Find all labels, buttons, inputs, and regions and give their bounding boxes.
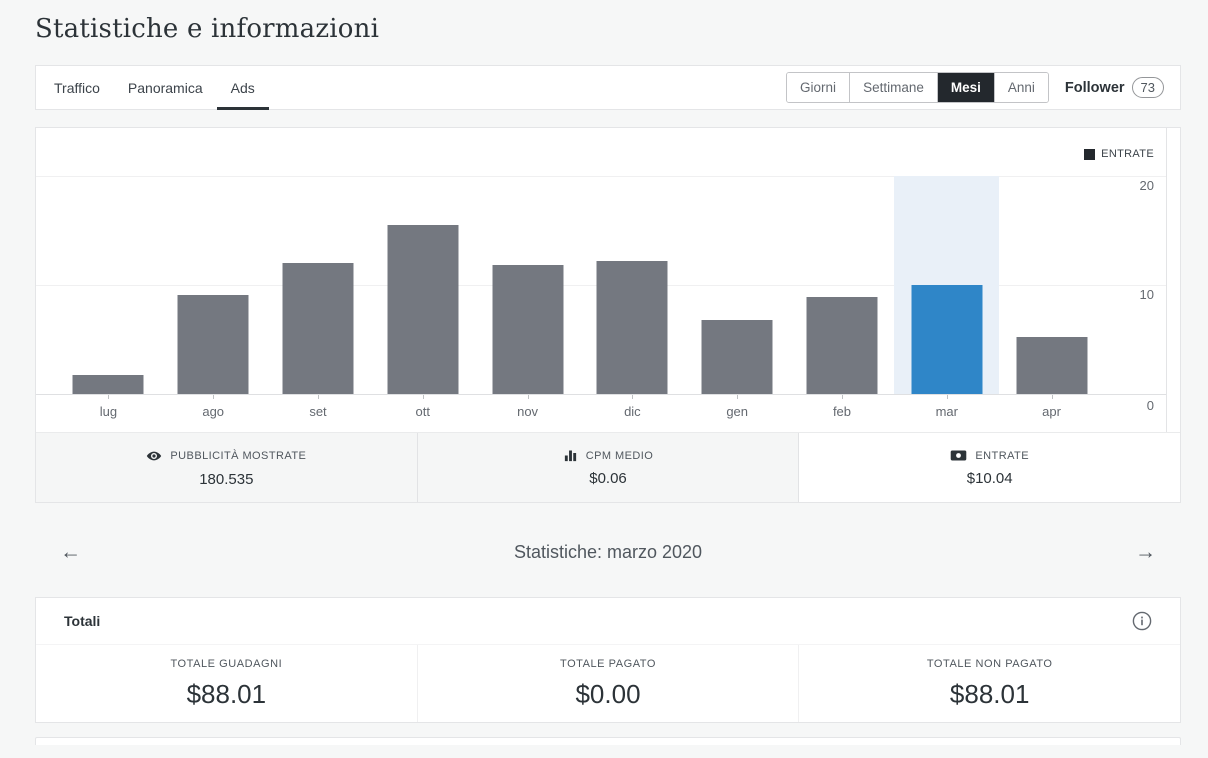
chart-slot-ott [370, 176, 475, 394]
chart-slot-ago [161, 176, 266, 394]
bar-lug[interactable] [72, 375, 144, 394]
period-button-mesi[interactable]: Mesi [936, 73, 994, 102]
chart-slot-feb [790, 176, 895, 394]
y-tick-20: 20 [1139, 178, 1154, 193]
chart-slot-nov [475, 176, 580, 394]
tab-ads[interactable]: Ads [216, 66, 269, 110]
chart-bands [56, 176, 1104, 394]
y-tick-0: 0 [1146, 398, 1154, 413]
total-value: $0.00 [575, 678, 641, 709]
chart-slot-gen [685, 176, 790, 394]
x-axis: lug ago set ott nov dic gen feb mar apr [56, 395, 1104, 419]
period-button-settimane[interactable]: Settimane [849, 73, 937, 102]
total-value: $88.01 [949, 678, 1030, 709]
x-label-apr: apr [999, 395, 1104, 419]
chart-slot-apr [999, 176, 1104, 394]
x-label-ott: ott [370, 395, 475, 419]
bar-mar[interactable] [911, 284, 983, 394]
chart-slot-mar [894, 176, 1000, 394]
legend-swatch-icon [1084, 148, 1096, 160]
chart-slot-set [266, 176, 371, 394]
tab-panoramica[interactable]: Panoramica [114, 66, 217, 109]
total-cell-totale-guadagni: TOTALE GUADAGNI $88.01 [36, 645, 417, 722]
gridline-20 [36, 176, 1166, 177]
info-icon[interactable] [1132, 611, 1152, 631]
follower-count-badge: 73 [1131, 77, 1164, 98]
total-cell-totale-pagato: TOTALE PAGATO $0.00 [416, 645, 799, 722]
tab-bar-controls: Giorni Settimane Mesi Anni Follower 73 [786, 72, 1164, 103]
period-button-giorni[interactable]: Giorni [787, 73, 850, 102]
previous-period-arrow-icon[interactable]: ← [60, 540, 81, 564]
metric-tab-cpm-medio[interactable]: CPM MEDIO $0.06 [417, 433, 800, 502]
bar-gen[interactable] [701, 319, 773, 394]
chart-card: ENTRATE 20 10 0 lug ago set ott nov dic gen feb ma… [35, 127, 1181, 503]
chart-slot-lug [56, 176, 161, 394]
period-button-anni[interactable]: Anni [993, 73, 1048, 102]
banknote-icon [950, 448, 967, 463]
totals-card: Totali TOTALE GUADAGNI $88.01 TOTALE PAGAT… [35, 597, 1181, 723]
stats-tabs: Traffico Panoramica Ads [36, 66, 269, 110]
totals-header: Totali [36, 598, 1180, 644]
metric-tab-entrate[interactable]: ENTRATE $10.04 [799, 433, 1181, 502]
bar-nov[interactable] [492, 265, 564, 394]
bar-chart-plot: 20 10 0 [36, 176, 1166, 413]
metric-tab-label: CPM MEDIO [585, 449, 654, 462]
follower-label: Follower [1064, 79, 1125, 96]
interval-switcher: Giorni Settimane Mesi Anni [786, 72, 1049, 103]
total-label: TOTALE NON PAGATO [926, 657, 1053, 670]
metric-tab-value: $0.06 [589, 470, 627, 487]
x-label-ago: ago [161, 395, 266, 419]
chart-metric-tabs: PUBBLICITÀ MOSTRATE 180.535 CPM MEDIO $0.06… [36, 432, 1181, 502]
metric-tab-label: ENTRATE [975, 449, 1029, 462]
metric-tab-value: $10.04 [966, 470, 1013, 487]
bar-ago[interactable] [177, 294, 249, 394]
metric-tab-label-row: CPM MEDIO [563, 448, 654, 463]
totals-heading: Totali [64, 613, 101, 629]
x-label-mar: mar [894, 395, 999, 419]
x-label-lug: lug [56, 395, 161, 419]
eye-icon [146, 448, 162, 464]
metric-tab-value: 180.535 [199, 470, 254, 488]
x-label-set: set [266, 395, 371, 419]
period-navigation: ← Statistiche: marzo 2020 → [35, 527, 1181, 577]
bar-apr[interactable] [1016, 337, 1088, 394]
x-label-nov: nov [475, 395, 580, 419]
total-label: TOTALE PAGATO [560, 657, 656, 670]
total-label: TOTALE GUADAGNI [170, 657, 283, 670]
legend-label: ENTRATE [1101, 148, 1154, 160]
metric-tab-label-row: ENTRATE [950, 448, 1029, 463]
metric-tab-label: PUBBLICITÀ MOSTRATE [170, 449, 307, 462]
tab-traffico[interactable]: Traffico [40, 66, 114, 109]
x-label-dic: dic [580, 395, 685, 419]
next-period-arrow-icon[interactable]: → [1135, 540, 1156, 564]
x-label-gen: gen [685, 395, 790, 419]
bar-ott[interactable] [387, 225, 459, 394]
next-card-edge [35, 737, 1181, 745]
total-value: $88.01 [186, 678, 267, 709]
chart-slot-dic [580, 176, 685, 394]
period-title: Statistiche: marzo 2020 [513, 541, 703, 562]
totals-row: TOTALE GUADAGNI $88.01 TOTALE PAGATO $0.00 T… [36, 644, 1180, 722]
bar-chart-icon [563, 448, 578, 463]
follower-toggle[interactable]: Follower 73 [1065, 77, 1164, 98]
chart-area: ENTRATE 20 10 0 lug ago set ott nov dic gen feb ma… [36, 128, 1167, 432]
metric-tab-label-row: PUBBLICITÀ MOSTRATE [146, 448, 306, 464]
total-cell-totale-non-pagato: TOTALE NON PAGATO $88.01 [798, 645, 1180, 722]
bar-dic[interactable] [596, 261, 668, 394]
bar-feb[interactable] [806, 297, 878, 394]
y-tick-10: 10 [1139, 287, 1154, 302]
stats-page: Statistiche e informazioni Traffico Panor… [0, 14, 1208, 758]
metric-tab-pubblicit-mostrate[interactable]: PUBBLICITÀ MOSTRATE 180.535 [36, 433, 418, 502]
stats-tab-bar: Traffico Panoramica Ads Giorni Settimane Mes… [35, 65, 1181, 110]
chart-legend: ENTRATE [1084, 148, 1154, 160]
page-title: Statistiche e informazioni [35, 14, 380, 44]
bar-set[interactable] [282, 263, 354, 394]
x-label-feb: feb [790, 395, 895, 419]
